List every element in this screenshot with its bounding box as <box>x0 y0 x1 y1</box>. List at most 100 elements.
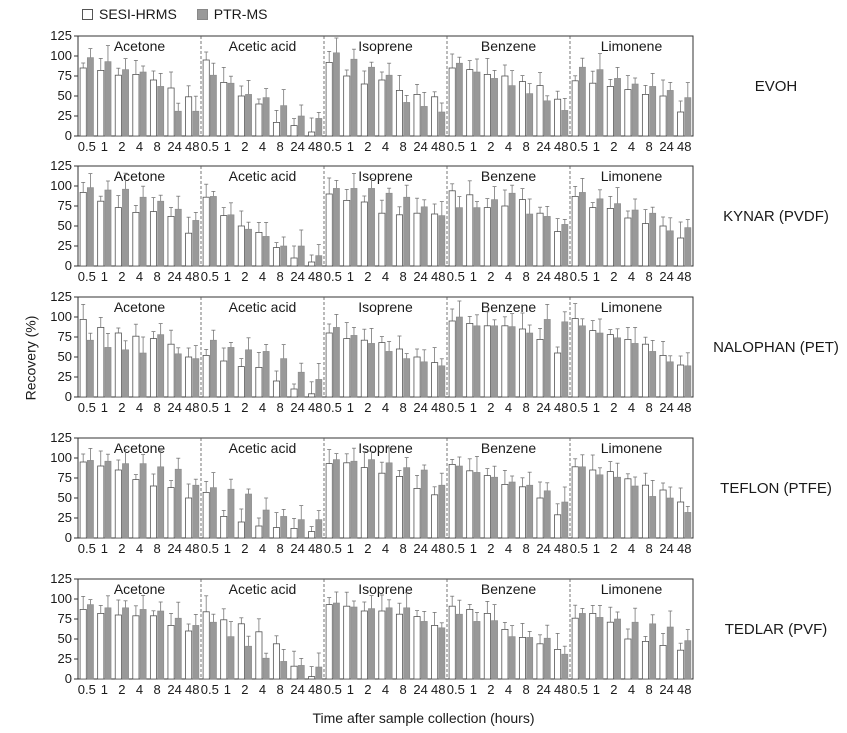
x-tick-label-tedlar-pvf-limonene-24: 24 <box>659 682 673 697</box>
bar-sesi-hrms-teflon-ptfe-limonene-2 <box>606 471 614 539</box>
bar-sesi-hrms-nalophan-pet-isoprene-0-5 <box>325 332 333 398</box>
bar-sesi-hrms-tedlar-pvf-acetic-acid-48 <box>308 676 316 680</box>
bar-ptr-ms-tedlar-pvf-benzene-0-5 <box>455 613 463 680</box>
bar-ptr-ms-teflon-ptfe-limonene-4 <box>631 485 639 539</box>
bar-ptr-ms-nalophan-pet-acetic-acid-48 <box>315 379 323 398</box>
bar-sesi-hrms-nalophan-pet-acetic-acid-24 <box>290 388 298 398</box>
x-tick-label-tedlar-pvf-acetone-48: 48 <box>185 682 199 697</box>
x-tick-label-kynar-pvdf-acetic-acid-4: 4 <box>259 269 266 284</box>
x-tick-label-nalophan-pet-benzene-2: 2 <box>487 400 494 415</box>
bar-sesi-hrms-evoh-benzene-48 <box>554 98 562 137</box>
panel-name-kynar-pvdf: KYNAR (PVDF) <box>723 208 829 225</box>
bar-sesi-hrms-kynar-pvdf-acetic-acid-0-5 <box>202 196 210 267</box>
bar-ptr-ms-nalophan-pet-benzene-24 <box>543 319 551 398</box>
x-tick-label-nalophan-pet-acetic-acid-48: 48 <box>308 400 322 415</box>
x-tick-label-teflon-ptfe-benzene-8: 8 <box>522 541 529 556</box>
bar-ptr-ms-evoh-limonene-24 <box>666 90 674 137</box>
x-tick-label-kynar-pvdf-acetone-0-5: 0.5 <box>78 269 96 284</box>
x-tick-label-evoh-acetone-8: 8 <box>153 139 160 154</box>
bar-ptr-ms-nalophan-pet-benzene-0-5 <box>455 316 463 398</box>
x-tick-label-tedlar-pvf-benzene-1: 1 <box>470 682 477 697</box>
y-tick-label-nalophan-pet-50: 50 <box>58 349 72 364</box>
bar-sesi-hrms-teflon-ptfe-benzene-8 <box>518 486 526 539</box>
y-tick-label-tedlar-pvf-25: 25 <box>58 651 72 666</box>
bar-ptr-ms-evoh-limonene-4 <box>631 83 639 137</box>
group-label-evoh-limonene: Limonene <box>601 38 663 54</box>
bar-sesi-hrms-teflon-ptfe-acetic-acid-8 <box>272 527 280 539</box>
x-tick-label-tedlar-pvf-isoprene-1: 1 <box>347 682 354 697</box>
bar-sesi-hrms-evoh-benzene-4 <box>501 75 509 137</box>
x-tick-label-kynar-pvdf-acetone-24: 24 <box>167 269 181 284</box>
bar-ptr-ms-teflon-ptfe-benzene-1 <box>473 472 481 539</box>
x-tick-label-tedlar-pvf-limonene-1: 1 <box>593 682 600 697</box>
bar-ptr-ms-teflon-ptfe-limonene-48 <box>684 512 692 539</box>
x-tick-label-teflon-ptfe-benzene-2: 2 <box>487 541 494 556</box>
y-tick-label-evoh-125: 125 <box>50 28 72 43</box>
x-tick-label-teflon-ptfe-acetic-acid-4: 4 <box>259 541 266 556</box>
bar-sesi-hrms-tedlar-pvf-limonene-2 <box>606 621 614 680</box>
bar-sesi-hrms-kynar-pvdf-acetone-48 <box>185 232 193 267</box>
group-label-kynar-pvdf-acetone: Acetone <box>114 168 166 184</box>
x-tick-label-teflon-ptfe-isoprene-4: 4 <box>382 541 389 556</box>
bar-ptr-ms-teflon-ptfe-benzene-48 <box>561 501 569 539</box>
bar-sesi-hrms-tedlar-pvf-acetone-2 <box>114 614 122 680</box>
x-tick-label-nalophan-pet-limonene-24: 24 <box>659 400 673 415</box>
bar-sesi-hrms-kynar-pvdf-acetic-acid-48 <box>308 261 316 267</box>
x-tick-label-nalophan-pet-acetic-acid-0-5: 0.5 <box>201 400 219 415</box>
x-tick-label-kynar-pvdf-isoprene-4: 4 <box>382 269 389 284</box>
x-tick-label-kynar-pvdf-isoprene-1: 1 <box>347 269 354 284</box>
x-tick-label-nalophan-pet-limonene-0-5: 0.5 <box>570 400 588 415</box>
bar-sesi-hrms-tedlar-pvf-isoprene-8 <box>395 613 403 680</box>
bar-ptr-ms-teflon-ptfe-limonene-0-5 <box>578 466 586 539</box>
bar-ptr-ms-evoh-acetone-4 <box>139 71 147 137</box>
bar-sesi-hrms-tedlar-pvf-limonene-8 <box>641 641 649 680</box>
bar-ptr-ms-teflon-ptfe-benzene-8 <box>526 484 534 539</box>
x-tick-label-tedlar-pvf-benzene-8: 8 <box>522 682 529 697</box>
bar-ptr-ms-nalophan-pet-acetone-2 <box>122 349 129 398</box>
bar-ptr-ms-kynar-pvdf-limonene-48 <box>684 227 692 267</box>
x-tick-label-tedlar-pvf-limonene-8: 8 <box>645 682 652 697</box>
bar-ptr-ms-teflon-ptfe-limonene-24 <box>666 497 674 539</box>
bar-ptr-ms-kynar-pvdf-benzene-48 <box>561 224 569 267</box>
bar-sesi-hrms-teflon-ptfe-isoprene-48 <box>431 494 439 539</box>
bar-sesi-hrms-evoh-acetone-24 <box>167 87 175 137</box>
group-label-evoh-acetone: Acetone <box>114 38 166 54</box>
bar-ptr-ms-kynar-pvdf-benzene-24 <box>543 216 551 267</box>
legend-label-ptr-ms: PTR-MS <box>213 6 268 22</box>
bar-sesi-hrms-teflon-ptfe-isoprene-0-5 <box>325 463 333 539</box>
bar-sesi-hrms-kynar-pvdf-isoprene-48 <box>431 213 439 267</box>
bar-sesi-hrms-nalophan-pet-benzene-1 <box>466 322 474 398</box>
bar-sesi-hrms-kynar-pvdf-benzene-8 <box>518 199 526 267</box>
x-tick-label-nalophan-pet-acetone-8: 8 <box>153 400 160 415</box>
x-tick-label-nalophan-pet-benzene-1: 1 <box>470 400 477 415</box>
bar-ptr-ms-tedlar-pvf-limonene-24 <box>666 626 674 680</box>
group-label-tedlar-pvf-isoprene: Isoprene <box>358 581 413 597</box>
bar-sesi-hrms-kynar-pvdf-acetone-8 <box>149 211 157 267</box>
bar-sesi-hrms-teflon-ptfe-limonene-24 <box>659 489 667 539</box>
bar-sesi-hrms-evoh-acetic-acid-8 <box>272 122 280 137</box>
bar-ptr-ms-teflon-ptfe-acetone-2 <box>122 463 129 539</box>
bar-sesi-hrms-nalophan-pet-acetic-acid-8 <box>272 380 280 398</box>
bar-ptr-ms-tedlar-pvf-acetic-acid-8 <box>280 661 288 680</box>
x-tick-label-nalophan-pet-acetone-24: 24 <box>167 400 181 415</box>
x-tick-label-evoh-limonene-8: 8 <box>645 139 652 154</box>
y-tick-label-tedlar-pvf-125: 125 <box>50 571 72 586</box>
bar-sesi-hrms-kynar-pvdf-acetone-24 <box>167 215 175 267</box>
bar-ptr-ms-evoh-isoprene-4 <box>385 74 393 137</box>
bar-sesi-hrms-nalophan-pet-limonene-0-5 <box>571 318 579 398</box>
bar-sesi-hrms-evoh-isoprene-8 <box>395 90 403 137</box>
bar-sesi-hrms-kynar-pvdf-isoprene-24 <box>413 212 421 267</box>
bar-sesi-hrms-nalophan-pet-limonene-2 <box>606 334 614 398</box>
bar-ptr-ms-evoh-limonene-8 <box>649 86 657 137</box>
bar-sesi-hrms-teflon-ptfe-benzene-24 <box>536 497 544 539</box>
x-tick-label-evoh-benzene-2: 2 <box>487 139 494 154</box>
bar-ptr-ms-evoh-benzene-1 <box>473 71 481 137</box>
bar-sesi-hrms-tedlar-pvf-benzene-1 <box>466 609 474 680</box>
bar-ptr-ms-evoh-acetone-2 <box>122 69 129 137</box>
bar-sesi-hrms-kynar-pvdf-benzene-4 <box>501 205 509 267</box>
group-label-kynar-pvdf-acetic-acid: Acetic acid <box>229 168 297 184</box>
bar-sesi-hrms-evoh-acetic-acid-48 <box>308 131 316 137</box>
bar-sesi-hrms-kynar-pvdf-benzene-0-5 <box>448 190 456 267</box>
x-tick-label-teflon-ptfe-limonene-0-5: 0.5 <box>570 541 588 556</box>
x-tick-label-teflon-ptfe-isoprene-1: 1 <box>347 541 354 556</box>
